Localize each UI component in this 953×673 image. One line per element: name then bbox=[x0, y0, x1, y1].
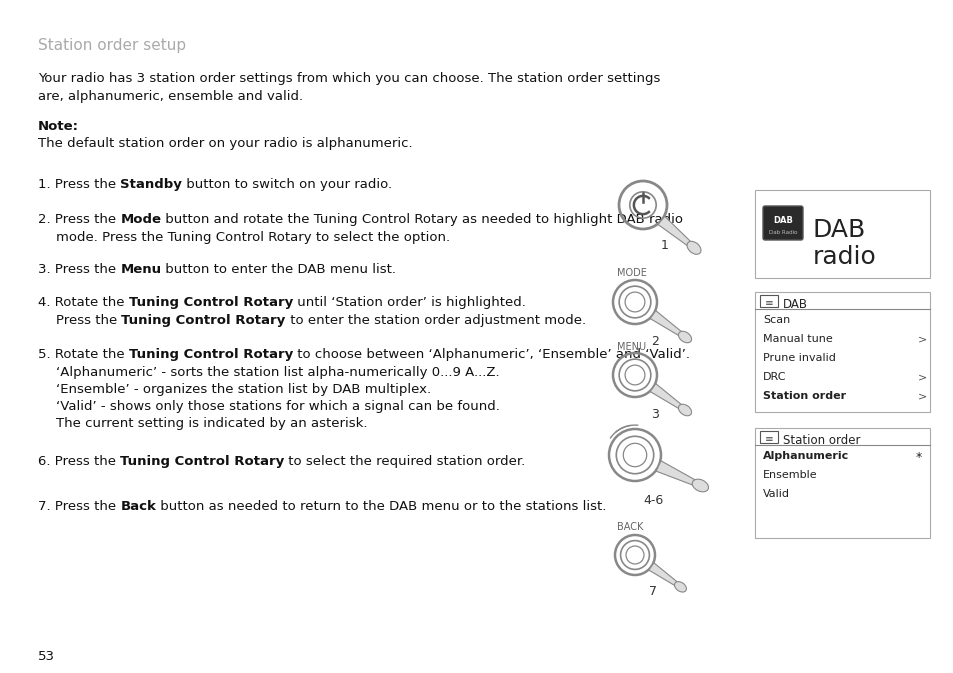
Text: >: > bbox=[917, 334, 926, 344]
Text: Tuning Control Rotary: Tuning Control Rotary bbox=[129, 348, 293, 361]
Polygon shape bbox=[650, 311, 680, 336]
Text: Standby: Standby bbox=[120, 178, 182, 191]
Text: button as needed to return to the DAB menu or to the stations list.: button as needed to return to the DAB me… bbox=[156, 500, 606, 513]
Text: MODE: MODE bbox=[617, 268, 646, 278]
Text: Station order setup: Station order setup bbox=[38, 38, 186, 53]
Text: Menu: Menu bbox=[120, 263, 161, 276]
Polygon shape bbox=[656, 461, 695, 485]
Text: Station order: Station order bbox=[782, 434, 860, 447]
Text: 53: 53 bbox=[38, 650, 55, 663]
Text: Station order: Station order bbox=[762, 391, 845, 401]
Text: Scan: Scan bbox=[762, 315, 789, 325]
Polygon shape bbox=[650, 384, 680, 409]
Text: Valid: Valid bbox=[762, 489, 789, 499]
Text: DAB: DAB bbox=[782, 298, 807, 311]
Text: Tuning Control Rotary: Tuning Control Rotary bbox=[121, 314, 286, 327]
Text: Note:: Note: bbox=[38, 120, 79, 133]
FancyBboxPatch shape bbox=[754, 292, 929, 412]
Text: button and rotate the Tuning Control Rotary as needed to highlight DAB radio: button and rotate the Tuning Control Rot… bbox=[161, 213, 682, 226]
Text: >: > bbox=[917, 391, 926, 401]
Text: The default station order on your radio is alphanumeric.: The default station order on your radio … bbox=[38, 137, 413, 150]
Text: DRC: DRC bbox=[762, 372, 785, 382]
Text: button to enter the DAB menu list.: button to enter the DAB menu list. bbox=[161, 263, 396, 276]
Text: to choose between ‘Alphanumeric’, ‘Ensemble’ and ‘Valid’.: to choose between ‘Alphanumeric’, ‘Ensem… bbox=[293, 348, 689, 361]
FancyBboxPatch shape bbox=[760, 431, 778, 443]
Text: to enter the station order adjustment mode.: to enter the station order adjustment mo… bbox=[286, 314, 585, 327]
FancyBboxPatch shape bbox=[754, 190, 929, 278]
Text: radio: radio bbox=[812, 245, 876, 269]
Text: 4. Rotate the: 4. Rotate the bbox=[38, 296, 129, 309]
Text: 3: 3 bbox=[650, 408, 659, 421]
Text: Dab Radio: Dab Radio bbox=[768, 230, 797, 235]
Text: Manual tune: Manual tune bbox=[762, 334, 832, 344]
Text: The current setting is indicated by an asterisk.: The current setting is indicated by an a… bbox=[56, 417, 367, 430]
Ellipse shape bbox=[678, 331, 691, 343]
Ellipse shape bbox=[678, 404, 691, 416]
FancyBboxPatch shape bbox=[760, 295, 778, 307]
Text: MENU: MENU bbox=[617, 342, 645, 352]
Text: 2. Press the: 2. Press the bbox=[38, 213, 120, 226]
Ellipse shape bbox=[674, 581, 686, 592]
Text: ≡: ≡ bbox=[763, 434, 773, 444]
Text: Alphanumeric: Alphanumeric bbox=[762, 451, 848, 461]
Text: >: > bbox=[917, 372, 926, 382]
Text: 1: 1 bbox=[660, 239, 668, 252]
Text: to select the required station order.: to select the required station order. bbox=[284, 455, 525, 468]
Text: 4-6: 4-6 bbox=[642, 494, 662, 507]
Text: ‘Valid’ - shows only those stations for which a signal can be found.: ‘Valid’ - shows only those stations for … bbox=[56, 400, 499, 413]
Text: Back: Back bbox=[120, 500, 156, 513]
Text: ≡: ≡ bbox=[763, 298, 773, 308]
Polygon shape bbox=[658, 217, 690, 246]
Text: Your radio has 3 station order settings from which you can choose. The station o: Your radio has 3 station order settings … bbox=[38, 72, 659, 85]
Text: Press the: Press the bbox=[56, 314, 121, 327]
Polygon shape bbox=[648, 563, 677, 586]
Ellipse shape bbox=[686, 242, 700, 254]
Text: mode. Press the Tuning Control Rotary to select the option.: mode. Press the Tuning Control Rotary to… bbox=[56, 231, 450, 244]
Text: Tuning Control Rotary: Tuning Control Rotary bbox=[129, 296, 293, 309]
Ellipse shape bbox=[692, 479, 708, 492]
Text: ‘Ensemble’ - organizes the station list by DAB multiplex.: ‘Ensemble’ - organizes the station list … bbox=[56, 383, 431, 396]
Text: button to switch on your radio.: button to switch on your radio. bbox=[182, 178, 392, 191]
Text: 7. Press the: 7. Press the bbox=[38, 500, 120, 513]
Text: are, alphanumeric, ensemble and valid.: are, alphanumeric, ensemble and valid. bbox=[38, 90, 303, 103]
Text: 6. Press the: 6. Press the bbox=[38, 455, 120, 468]
Text: Mode: Mode bbox=[120, 213, 161, 226]
Text: 5. Rotate the: 5. Rotate the bbox=[38, 348, 129, 361]
Text: 2: 2 bbox=[650, 335, 659, 348]
Text: until ‘Station order’ is highlighted.: until ‘Station order’ is highlighted. bbox=[293, 296, 525, 309]
Text: 1. Press the: 1. Press the bbox=[38, 178, 120, 191]
Text: DAB: DAB bbox=[812, 218, 865, 242]
Text: *: * bbox=[915, 451, 922, 464]
Text: Prune invalid: Prune invalid bbox=[762, 353, 835, 363]
FancyBboxPatch shape bbox=[762, 206, 802, 240]
Text: Tuning Control Rotary: Tuning Control Rotary bbox=[120, 455, 284, 468]
Text: 7: 7 bbox=[648, 585, 657, 598]
Text: BACK: BACK bbox=[617, 522, 642, 532]
Text: ‘Alphanumeric’ - sorts the station list alpha-numerically 0...9 A...Z.: ‘Alphanumeric’ - sorts the station list … bbox=[56, 366, 499, 379]
FancyBboxPatch shape bbox=[754, 428, 929, 538]
Text: DAB: DAB bbox=[772, 216, 792, 225]
Text: 3. Press the: 3. Press the bbox=[38, 263, 120, 276]
Text: Ensemble: Ensemble bbox=[762, 470, 817, 480]
